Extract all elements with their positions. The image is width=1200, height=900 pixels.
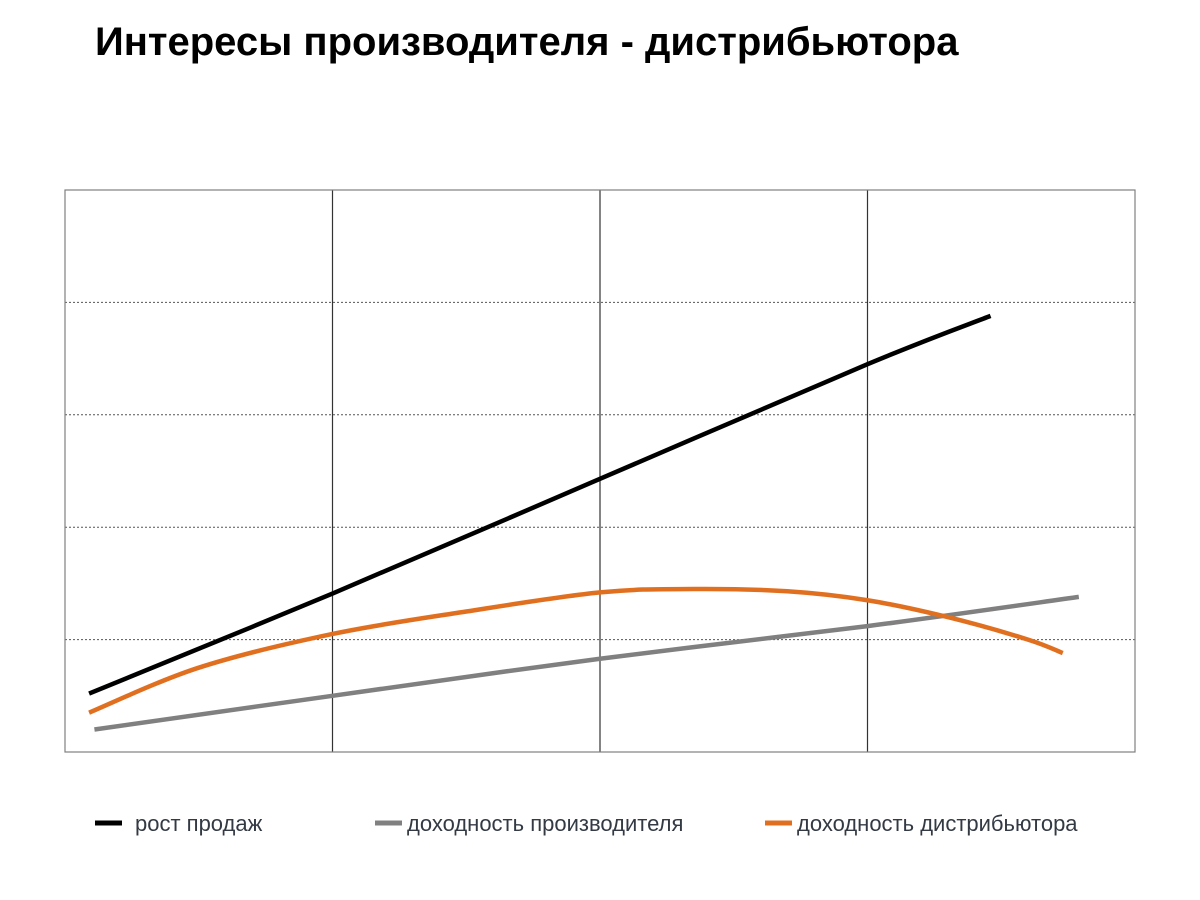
series-line-1 <box>88 313 992 696</box>
grid <box>65 190 1135 752</box>
series-line-2 <box>94 594 1080 732</box>
legend-label-2: доходность производителя <box>407 811 683 836</box>
legend-label-3: доходность дистрибьютора <box>797 811 1078 836</box>
page-title: Интересы производителя - дистрибьютора <box>95 20 959 64</box>
legend-label-1: рост продаж <box>135 811 263 836</box>
plot-frame <box>64 189 1136 753</box>
series-lines <box>88 313 1080 732</box>
series-line-3 <box>88 586 1064 715</box>
legend: рост продаж доходность производителя доход… <box>95 811 1078 836</box>
